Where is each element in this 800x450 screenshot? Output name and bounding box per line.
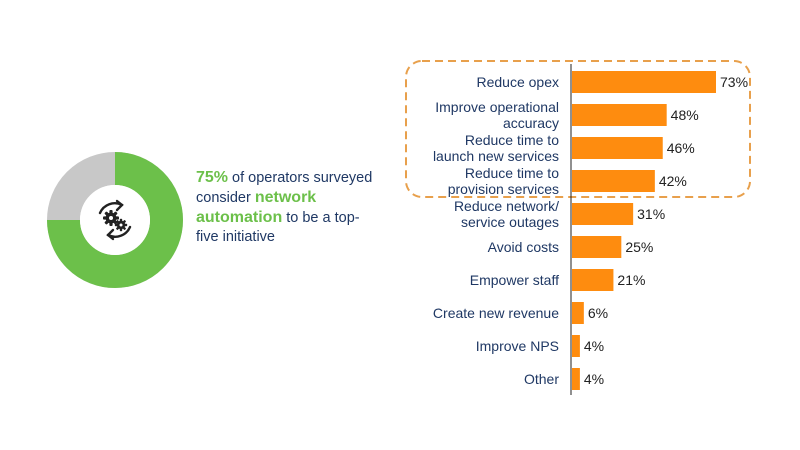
bar xyxy=(572,302,584,324)
category-label: provision services xyxy=(448,181,559,197)
category-label: Other xyxy=(524,371,559,387)
bar xyxy=(572,368,580,390)
category-label: Improve NPS xyxy=(476,338,559,354)
category-label: Create new revenue xyxy=(433,305,559,321)
donut-chart xyxy=(47,152,183,288)
bar xyxy=(572,269,614,291)
value-label: 25% xyxy=(625,239,653,255)
bar xyxy=(572,104,667,126)
category-label: service outages xyxy=(461,214,559,230)
category-label: launch new services xyxy=(433,148,559,164)
value-label: 31% xyxy=(637,206,665,222)
bar xyxy=(572,203,634,225)
category-label: Improve operational xyxy=(435,99,559,115)
highlight-frame xyxy=(405,60,751,198)
bar xyxy=(572,170,655,192)
stat-callout: 75% of operators surveyed consider netwo… xyxy=(196,168,376,247)
bar xyxy=(572,71,716,93)
category-label: Empower staff xyxy=(470,272,559,288)
bar xyxy=(572,236,622,258)
value-label: 73% xyxy=(720,74,748,90)
stat-text-a: of operators surveyed consider xyxy=(196,170,373,206)
category-label: Avoid costs xyxy=(488,239,559,255)
gears-cycle-icon xyxy=(98,199,132,241)
value-label: 4% xyxy=(584,371,604,387)
value-label: 48% xyxy=(671,107,699,123)
category-label: Reduce time to xyxy=(465,132,559,148)
bar xyxy=(572,137,663,159)
category-label: Reduce network/ xyxy=(454,198,559,214)
value-label: 21% xyxy=(617,272,645,288)
category-label: Reduce time to xyxy=(465,165,559,181)
value-label: 46% xyxy=(667,140,695,156)
bar xyxy=(572,335,580,357)
stat-keyword: network automation xyxy=(196,189,317,226)
value-label: 42% xyxy=(659,173,687,189)
stat-text-b: to be a top-five initiative xyxy=(196,210,360,245)
donut-value-segment xyxy=(47,152,183,288)
value-label: 4% xyxy=(584,338,604,354)
value-label: 6% xyxy=(588,305,608,321)
category-label: Reduce opex xyxy=(476,74,559,90)
category-label: accuracy xyxy=(503,115,559,131)
stat-percent: 75% xyxy=(196,169,229,186)
